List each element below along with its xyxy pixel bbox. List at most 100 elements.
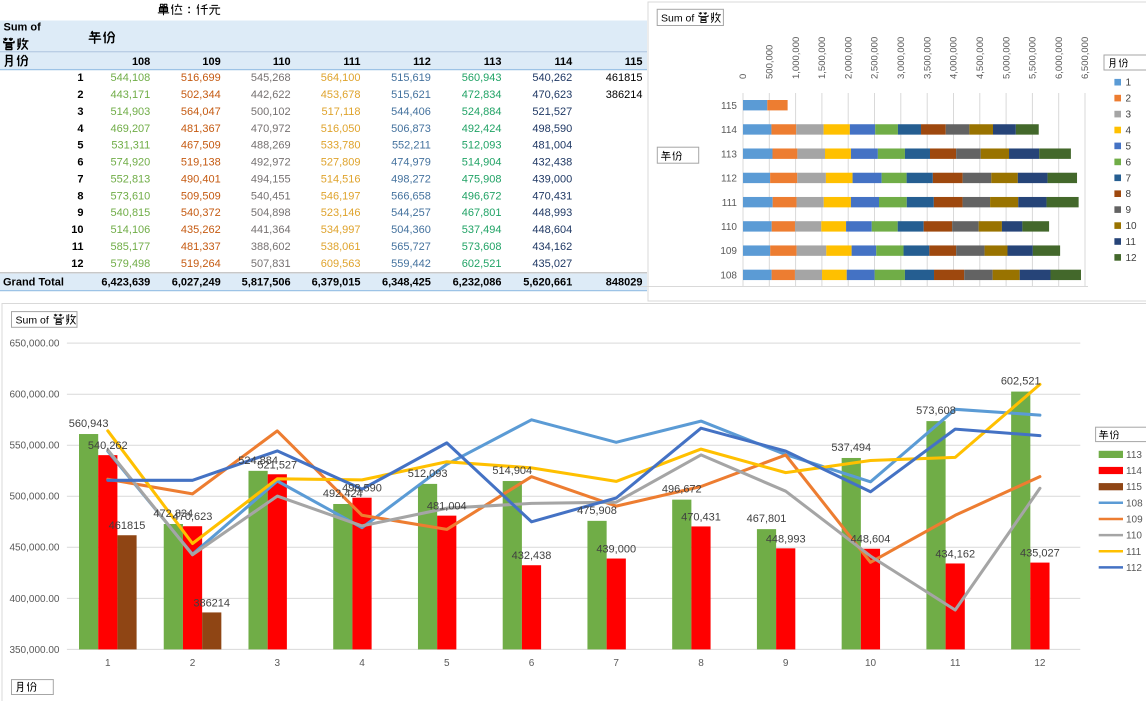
svg-text:6,423,639: 6,423,639	[101, 276, 150, 288]
svg-text:602,521: 602,521	[462, 258, 502, 270]
svg-text:472,834: 472,834	[462, 89, 502, 101]
svg-text:0: 0	[738, 74, 749, 79]
svg-text:12: 12	[71, 258, 83, 270]
svg-text:114: 114	[554, 56, 573, 68]
svg-text:564,047: 564,047	[181, 106, 221, 118]
svg-text:470,431: 470,431	[681, 511, 721, 523]
svg-text:585,177: 585,177	[111, 241, 151, 253]
svg-text:461815: 461815	[606, 72, 643, 84]
svg-text:Sum of: Sum of	[16, 314, 49, 326]
svg-text:113: 113	[1126, 450, 1142, 461]
svg-text:112: 112	[413, 56, 431, 68]
svg-text:475,908: 475,908	[577, 505, 617, 517]
svg-text:481,337: 481,337	[181, 241, 221, 253]
svg-text:6: 6	[1126, 157, 1132, 168]
svg-text:515,621: 515,621	[391, 89, 431, 101]
svg-text:514,516: 514,516	[321, 174, 361, 186]
svg-text:492,424: 492,424	[462, 123, 502, 135]
svg-text:579,498: 579,498	[111, 258, 151, 270]
svg-text:113: 113	[721, 149, 737, 160]
svg-text:111: 111	[1126, 547, 1142, 558]
svg-text:108: 108	[720, 271, 737, 282]
svg-text:3: 3	[1126, 110, 1132, 121]
svg-text:113: 113	[484, 56, 502, 68]
svg-text:448,604: 448,604	[532, 224, 572, 236]
svg-text:8: 8	[77, 190, 83, 202]
svg-text:435,262: 435,262	[181, 224, 221, 236]
svg-text:4: 4	[359, 658, 365, 669]
svg-text:109: 109	[1126, 515, 1143, 526]
svg-text:3,000,000: 3,000,000	[896, 37, 907, 79]
svg-text:448,993: 448,993	[766, 533, 806, 545]
svg-text:115: 115	[721, 101, 737, 112]
svg-text:115: 115	[1126, 482, 1142, 493]
svg-text:498,590: 498,590	[342, 483, 382, 495]
svg-text:6,027,249: 6,027,249	[172, 276, 221, 288]
svg-text:564,100: 564,100	[321, 72, 361, 84]
svg-text:9: 9	[1126, 205, 1132, 216]
svg-text:434,162: 434,162	[935, 549, 975, 561]
svg-text:5,817,506: 5,817,506	[242, 276, 291, 288]
svg-text:560,943: 560,943	[462, 72, 502, 84]
svg-text:5: 5	[77, 140, 83, 152]
svg-text:516,050: 516,050	[321, 123, 361, 135]
svg-text:537,494: 537,494	[462, 224, 502, 236]
svg-text:5,620,661: 5,620,661	[523, 276, 572, 288]
svg-text:519,138: 519,138	[181, 157, 221, 169]
svg-text:112: 112	[1126, 563, 1142, 574]
svg-text:494,155: 494,155	[251, 174, 291, 186]
svg-text:502,344: 502,344	[181, 89, 221, 101]
svg-text:573,608: 573,608	[462, 241, 502, 253]
svg-text:109: 109	[720, 246, 737, 257]
svg-text:500,102: 500,102	[251, 106, 291, 118]
svg-text:435,027: 435,027	[1020, 548, 1060, 560]
svg-text:350,000.00: 350,000.00	[9, 645, 59, 656]
svg-text:114: 114	[1126, 466, 1142, 477]
svg-text:540,815: 540,815	[111, 207, 151, 219]
svg-text:441,364: 441,364	[251, 224, 291, 236]
svg-text:517,118: 517,118	[322, 106, 361, 118]
svg-text:432,438: 432,438	[512, 550, 552, 562]
svg-text:504,898: 504,898	[251, 207, 291, 219]
svg-text:114: 114	[721, 125, 737, 136]
svg-text:2: 2	[1126, 94, 1132, 105]
svg-text:4: 4	[77, 123, 84, 135]
svg-text:1,500,000: 1,500,000	[817, 37, 828, 79]
svg-text:Sum of: Sum of	[661, 13, 694, 25]
svg-text:496,672: 496,672	[462, 190, 502, 202]
svg-text:540,451: 540,451	[251, 190, 291, 202]
svg-text:506,873: 506,873	[391, 123, 431, 135]
svg-text:3: 3	[77, 106, 83, 118]
svg-text:481,004: 481,004	[427, 501, 467, 513]
svg-text:574,920: 574,920	[111, 157, 151, 169]
svg-text:540,262: 540,262	[88, 440, 128, 452]
svg-text:11: 11	[950, 658, 961, 669]
svg-text:467,509: 467,509	[181, 140, 221, 152]
svg-text:435,027: 435,027	[532, 258, 572, 270]
svg-text:566,658: 566,658	[391, 190, 431, 202]
svg-text:1: 1	[77, 72, 83, 84]
svg-text:4,500,000: 4,500,000	[975, 37, 986, 79]
svg-text:5,000,000: 5,000,000	[1001, 37, 1012, 79]
svg-text:112: 112	[721, 174, 737, 185]
svg-text:496,672: 496,672	[662, 484, 702, 496]
svg-text:109: 109	[202, 56, 220, 68]
svg-text:2: 2	[77, 89, 83, 101]
svg-text:6,379,015: 6,379,015	[312, 276, 361, 288]
svg-text:512,093: 512,093	[462, 140, 502, 152]
svg-text:602,521: 602,521	[1001, 376, 1041, 388]
svg-text:453,678: 453,678	[321, 89, 361, 101]
svg-text:469,207: 469,207	[111, 123, 151, 135]
svg-text:388,602: 388,602	[251, 241, 291, 253]
svg-text:6: 6	[77, 157, 83, 169]
svg-text:110: 110	[1126, 531, 1142, 542]
svg-text:545,268: 545,268	[251, 72, 291, 84]
svg-text:9: 9	[77, 207, 83, 219]
svg-text:467,801: 467,801	[462, 207, 502, 219]
svg-text:9: 9	[783, 658, 789, 669]
svg-text:111: 111	[343, 56, 360, 68]
svg-text:514,903: 514,903	[111, 106, 151, 118]
svg-text:470,972: 470,972	[251, 123, 291, 135]
svg-text:481,004: 481,004	[532, 140, 572, 152]
svg-text:521,527: 521,527	[532, 106, 572, 118]
